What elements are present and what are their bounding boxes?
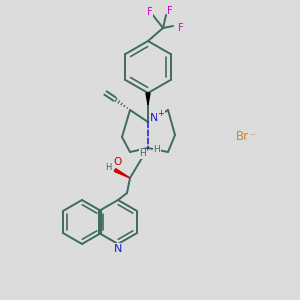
Text: +: +: [158, 110, 164, 118]
Text: ⁻: ⁻: [249, 132, 255, 142]
Text: F: F: [178, 23, 184, 33]
Text: H: H: [140, 149, 146, 158]
Text: H: H: [154, 145, 160, 154]
Text: F: F: [167, 6, 173, 16]
Text: F: F: [147, 7, 153, 17]
Text: N: N: [150, 113, 158, 123]
Polygon shape: [146, 93, 150, 105]
Text: H: H: [105, 164, 111, 172]
Polygon shape: [114, 169, 130, 178]
Text: N: N: [114, 244, 122, 254]
Text: O: O: [114, 157, 122, 167]
Text: Br: Br: [236, 130, 249, 143]
